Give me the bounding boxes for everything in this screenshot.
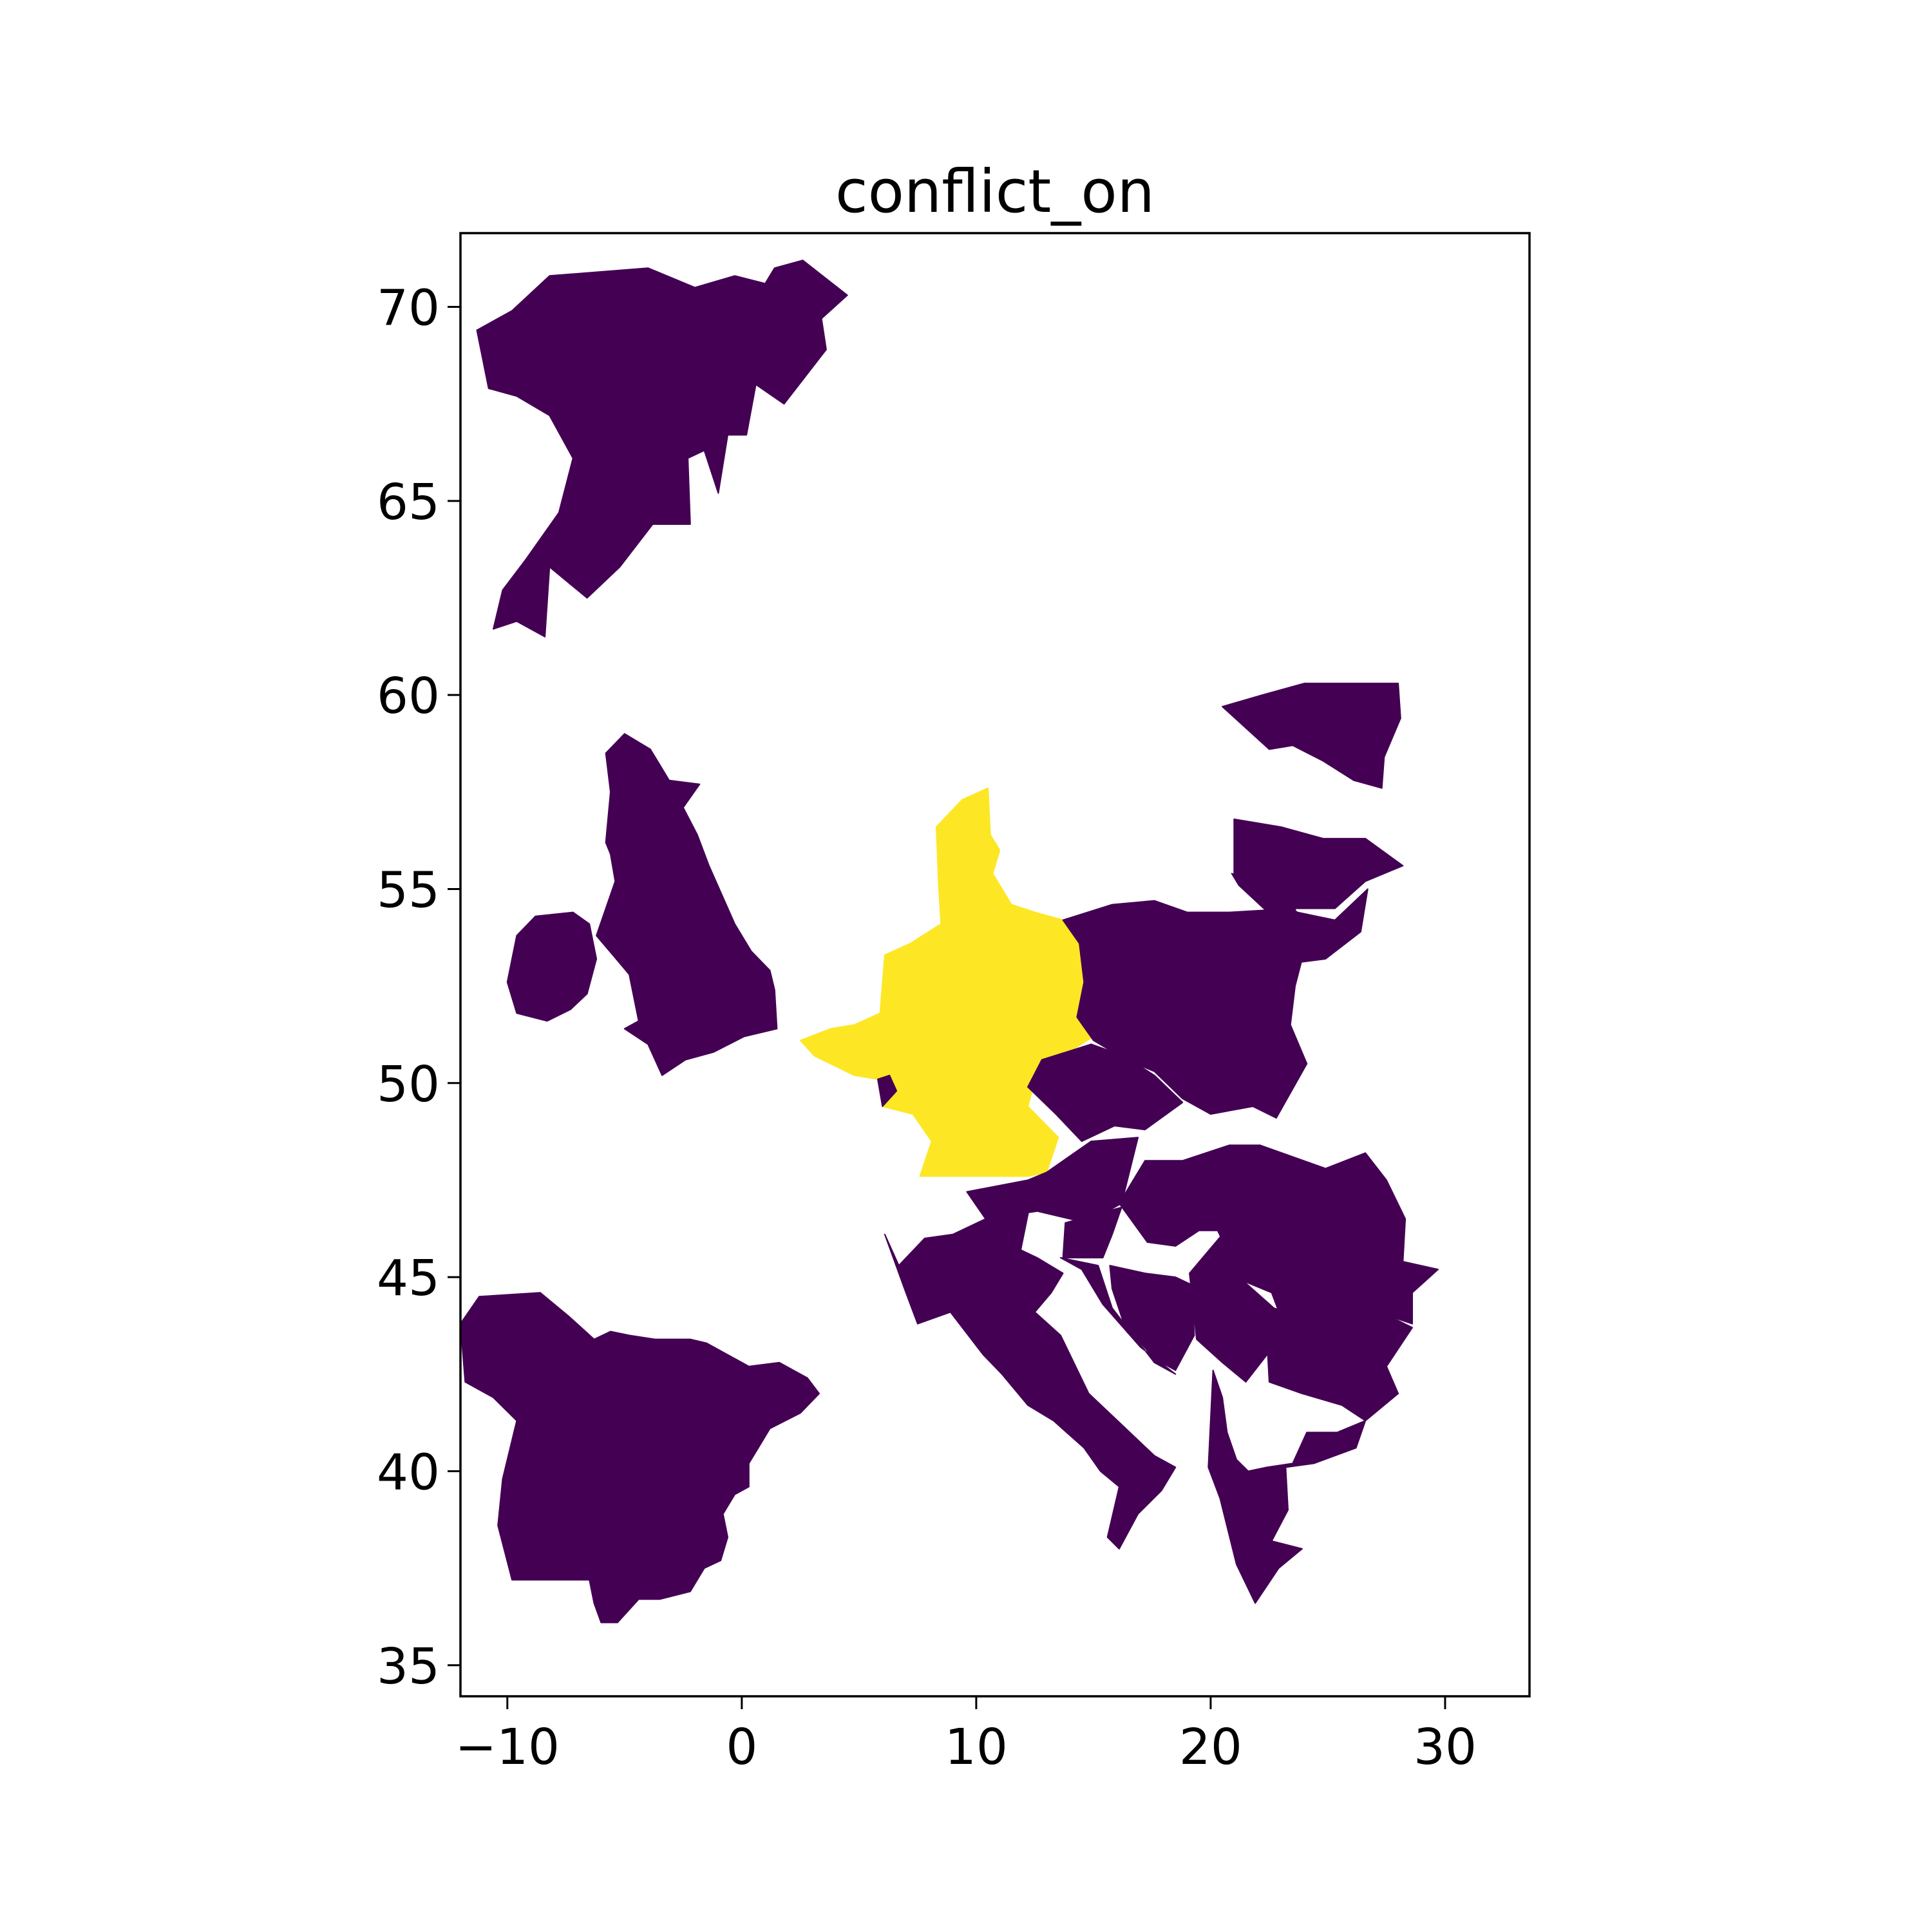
plot-frame: [459, 232, 1531, 1698]
map-regions: [460, 260, 1439, 1624]
chart-title: conflict_on: [835, 157, 1155, 226]
y-tick-label: 60: [377, 668, 440, 725]
x-tick-label: 30: [1414, 1719, 1477, 1776]
y-axis: 35 40 45 50 55 60 65 70: [377, 280, 460, 1696]
y-tick-label: 45: [377, 1250, 440, 1307]
x-tick-label: −10: [455, 1719, 560, 1776]
region-6: [884, 1202, 1177, 1549]
region-9: [966, 1137, 1139, 1224]
y-tick-label: 50: [377, 1056, 440, 1113]
region-13: [1208, 1369, 1367, 1604]
y-tick-label: 55: [377, 862, 440, 919]
region-20: [1231, 873, 1368, 963]
region-1: [460, 1292, 820, 1624]
region-12: [1266, 1307, 1413, 1422]
region-8: [1027, 1043, 1184, 1142]
y-tick-label: 35: [377, 1638, 440, 1696]
region-7: [1062, 900, 1308, 1119]
region-16: [1189, 1233, 1275, 1383]
region-3: [506, 911, 598, 1022]
y-tick-label: 65: [377, 474, 440, 531]
region-17: [1062, 1206, 1122, 1258]
x-tick-label: 10: [945, 1719, 1008, 1776]
y-tick-label: 40: [377, 1444, 440, 1501]
region-0: [476, 260, 848, 638]
x-tick-label: 20: [1179, 1719, 1242, 1776]
x-axis: −10 0 10 20 30: [455, 1696, 1477, 1776]
region-15: [1109, 1265, 1195, 1371]
region-14: [1059, 1257, 1177, 1375]
x-tick-label: 0: [726, 1719, 757, 1776]
region-18: [1222, 683, 1401, 789]
y-tick-label: 70: [377, 280, 440, 337]
region-4: [799, 787, 1094, 1177]
region-2: [596, 733, 778, 1076]
region-5: [877, 1074, 898, 1107]
